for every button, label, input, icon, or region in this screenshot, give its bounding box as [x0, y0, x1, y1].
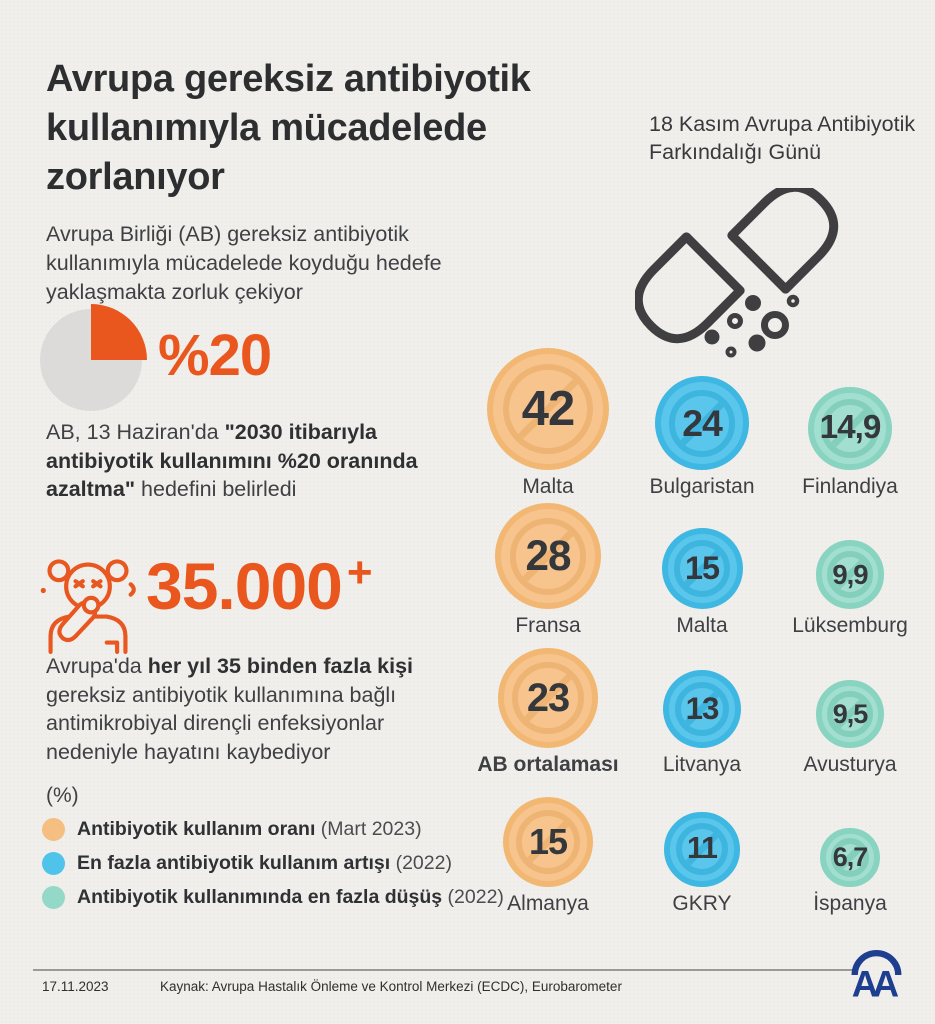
- target-pie-chart: [38, 300, 156, 423]
- deaths-count: 35.000 +: [146, 548, 373, 623]
- bubble-label: Fransa: [515, 614, 581, 637]
- legend-item: Antibiyotik kullanım oranı (Mart 2023): [42, 818, 504, 841]
- legend-dot-icon: [42, 818, 65, 841]
- no-antibiotics-icon: [826, 551, 874, 598]
- bubble: 14,9: [808, 386, 892, 470]
- bubble-cell: 28 Fransa: [468, 499, 628, 638]
- bubble: 6,7: [820, 827, 880, 887]
- page-title: Avrupa gereksiz antibiyotik kullanımıyla…: [46, 58, 531, 198]
- bubble-cell: 15 Malta: [628, 499, 776, 638]
- bubble: 15: [661, 528, 743, 609]
- no-antibiotics-icon: [820, 399, 880, 458]
- no-antibiotics-icon: [673, 540, 731, 597]
- plus-sign: +: [346, 548, 373, 597]
- bubble-label: GKRY: [672, 892, 732, 915]
- bubble-label: Avusturya: [803, 753, 897, 776]
- bubble-cell: 15 Almanya: [468, 777, 628, 916]
- intro-text: Avrupa Birliği (AB) gereksiz antibiyotik…: [46, 221, 442, 304]
- bubble-value: 24: [682, 401, 723, 444]
- bubble: 15: [503, 797, 593, 887]
- bubble: 28: [495, 503, 601, 609]
- bubble-cell: 42 Malta: [468, 347, 628, 499]
- open-capsule-icon: [633, 182, 850, 378]
- bubble: 9,5: [816, 680, 884, 748]
- legend-dot-icon: [42, 886, 65, 909]
- bubble-label: Finlandiya: [802, 475, 898, 498]
- target-text: AB, 13 Haziran'da "2030 itibarıyla antib…: [46, 420, 418, 502]
- aa-logo: AA: [845, 944, 907, 1007]
- bubble-cell: 11 GKRY: [628, 777, 776, 916]
- bubble: 13: [662, 669, 742, 748]
- bubble: 11: [664, 811, 740, 887]
- footer-date: 17.11.2023: [42, 979, 109, 994]
- legend-label: En fazla antibiyotik kullanım artışı (20…: [77, 852, 452, 874]
- bubble-label: İspanya: [813, 892, 887, 915]
- bubble-cell: 6,7 İspanya: [776, 777, 924, 916]
- bubble-cell: 24 Bulgaristan: [628, 360, 776, 499]
- deaths-text: Avrupa'da her yıl 35 binden fazla kişi g…: [46, 654, 413, 764]
- bubble-label: Bulgaristan: [649, 475, 755, 498]
- bubble-cell: 9,5 Avusturya: [776, 638, 924, 777]
- sick-person-icon: [34, 551, 142, 660]
- bubble-label: Lüksemburg: [792, 614, 908, 637]
- no-antibiotics-icon: [512, 662, 584, 735]
- legend-item: Antibiyotik kullanımında en fazla düşüş …: [42, 886, 504, 909]
- no-antibiotics-icon: [827, 691, 873, 738]
- bubble-label: Malta: [522, 475, 574, 498]
- footer-source: Kaynak: Avrupa Hastalık Önleme ve Kontro…: [160, 979, 622, 994]
- svg-text:AA: AA: [852, 963, 899, 1002]
- bubble: 23: [498, 648, 598, 748]
- target-percent-value: %20: [158, 323, 272, 388]
- bubble-value: 15: [684, 550, 720, 586]
- legend-label: Antibiyotik kullanım oranı (Mart 2023): [77, 818, 422, 840]
- bubble-value: 23: [526, 675, 570, 720]
- no-antibiotics-icon: [830, 837, 870, 877]
- awareness-day-text: 18 Kasım Avrupa Antibiyotik Farkındalığı…: [649, 112, 916, 165]
- bubble: 24: [655, 376, 749, 470]
- bubble-label: Litvanya: [662, 753, 742, 776]
- no-antibiotics-icon: [668, 389, 736, 457]
- unit-label: (%): [46, 784, 79, 807]
- bubble-grid: 42 Malta 24 Bulgaristan 14,9 Finlandiya 28 Fran…: [468, 347, 924, 916]
- bubble-value: 13: [685, 690, 720, 726]
- bubble-cell: 23 AB ortalaması: [468, 638, 628, 777]
- bubble-cell: 9,9 Lüksemburg: [776, 499, 924, 638]
- legend-dot-icon: [42, 852, 65, 875]
- bubble-value: 9,5: [832, 698, 869, 729]
- bubble-label: Malta: [676, 614, 728, 637]
- bubble: 42: [486, 347, 610, 470]
- legend: Antibiyotik kullanım oranı (Mart 2023) En…: [42, 818, 504, 909]
- bubble-value: 6,7: [832, 841, 869, 872]
- bubble-value: 28: [525, 532, 572, 580]
- bubble-cell: 13 Litvanya: [628, 638, 776, 777]
- bubble-value: 15: [528, 821, 568, 862]
- legend-label: Antibiyotik kullanımında en fazla düşüş …: [77, 886, 504, 908]
- bubble-value: 9,9: [832, 558, 868, 590]
- bubble-label: AB ortalaması: [477, 753, 619, 776]
- bubble-cell: 14,9 Finlandiya: [776, 360, 924, 499]
- bubble: 9,9: [815, 540, 885, 609]
- bubble-label: Almanya: [507, 892, 589, 915]
- no-antibiotics-icon: [674, 681, 730, 737]
- footer-divider: [33, 969, 855, 971]
- no-antibiotics-icon: [676, 823, 728, 876]
- bubble-value: 42: [521, 381, 575, 436]
- no-antibiotics-icon: [509, 517, 587, 595]
- no-antibiotics-icon: [516, 810, 580, 874]
- no-antibiotics-icon: [502, 363, 594, 455]
- bubble-value: 11: [687, 832, 718, 866]
- legend-item: En fazla antibiyotik kullanım artışı (20…: [42, 852, 504, 875]
- bubble-value: 14,9: [819, 409, 882, 447]
